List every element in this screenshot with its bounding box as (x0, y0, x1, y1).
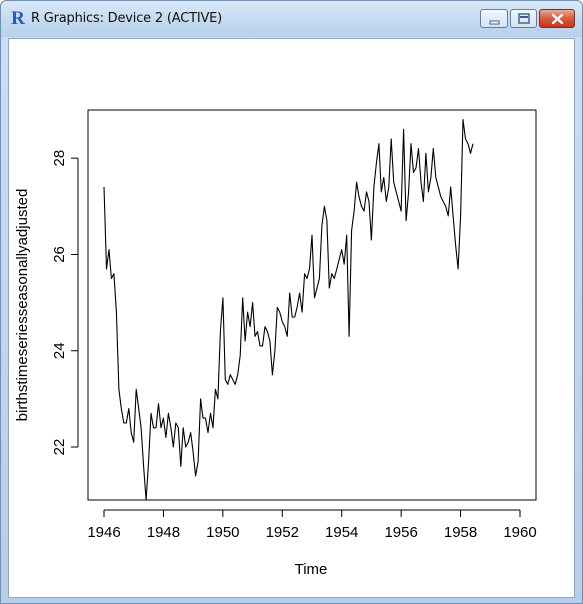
series-line (103, 119, 474, 501)
title-bar[interactable]: R R Graphics: Device 2 (ACTIVE) (1, 1, 582, 37)
r-logo-icon: R (11, 8, 25, 29)
x-tick-label: 1950 (206, 524, 239, 541)
maximize-button[interactable] (510, 9, 537, 28)
close-icon (551, 13, 564, 25)
x-tick-label: 1948 (147, 524, 180, 541)
x-tick-label: 1958 (444, 524, 477, 541)
window-title: R Graphics: Device 2 (ACTIVE) (31, 11, 223, 26)
y-tick-label: 24 (51, 342, 68, 359)
graphics-device-area: 1946 1948 1950 1952 1954 1956 1958 1960 22 24 26 2… (8, 38, 575, 598)
y-tick-label: 26 (51, 246, 68, 263)
x-axis-label: Time (295, 561, 328, 578)
minimize-icon (489, 20, 500, 25)
x-tick-label: 1946 (87, 524, 120, 541)
y-tick-label: 28 (51, 150, 68, 167)
y-tick-label: 22 (51, 439, 68, 456)
x-tick-label: 1952 (266, 524, 299, 541)
close-button[interactable] (539, 9, 575, 28)
y-axis-label: birthstimeseriesseasonallyadjusted (14, 189, 31, 422)
x-tick-label: 1956 (384, 524, 417, 541)
x-tick-label: 1960 (503, 524, 536, 541)
plot-frame (87, 109, 537, 501)
x-tick-label: 1954 (325, 524, 358, 541)
x-axis: 1946 1948 1950 1952 1954 1956 1958 1960 (87, 509, 537, 541)
y-axis: 22 24 26 28 (51, 150, 79, 456)
minimize-button[interactable] (480, 9, 508, 28)
maximize-icon (518, 13, 530, 24)
time-series-chart: 1946 1948 1950 1952 1954 1956 1958 1960 2224262… (14, 109, 537, 578)
